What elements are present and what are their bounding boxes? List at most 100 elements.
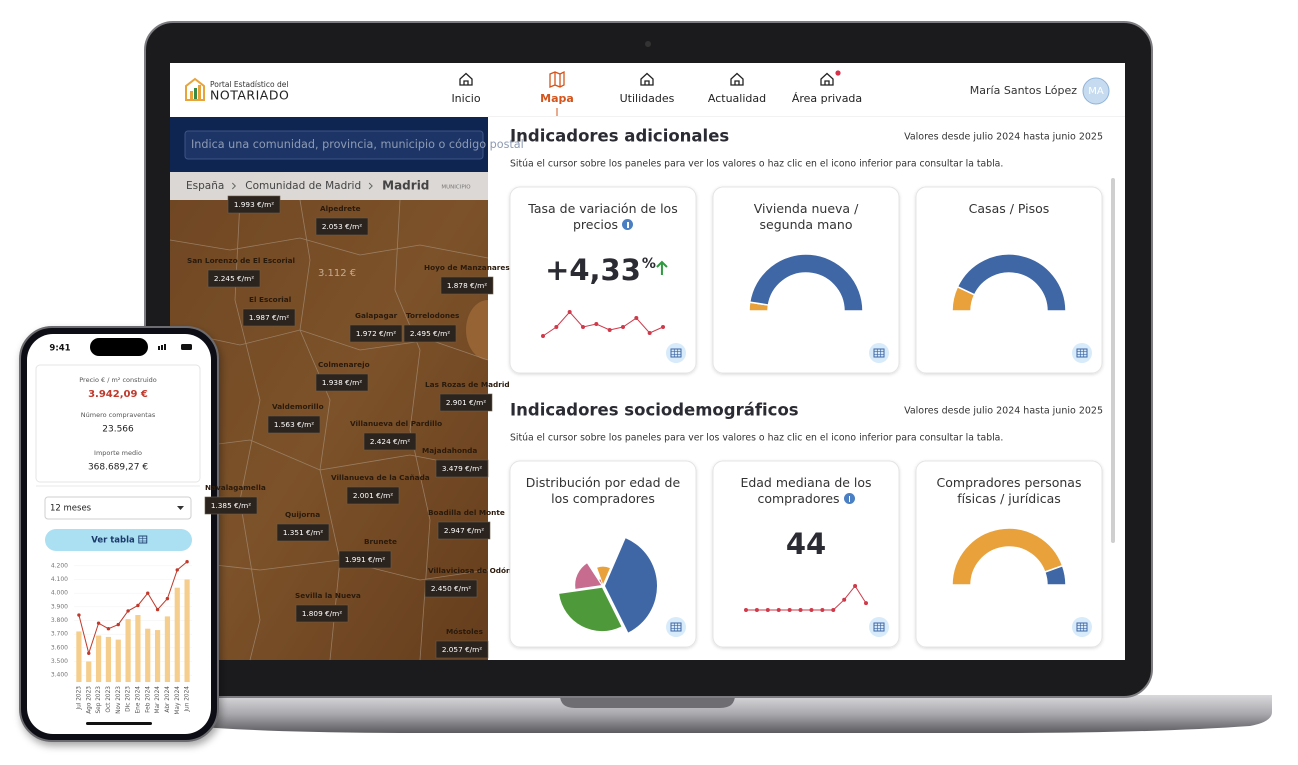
scrollbar[interactable] [1111, 178, 1115, 543]
nav-link[interactable]: Inicio [451, 92, 480, 105]
table-icon-grid [1077, 349, 1087, 357]
sparkline-point [776, 608, 781, 612]
select-arrow [177, 506, 184, 510]
table-icon-button[interactable] [869, 343, 889, 363]
municipality-name: Villaviciosa de Odón [428, 566, 511, 575]
sparkline-point [765, 608, 770, 612]
line-point [96, 621, 101, 625]
price-box[interactable] [207, 269, 261, 288]
trend-arrow [656, 260, 668, 275]
price-box[interactable] [424, 579, 478, 598]
municipality-name: Torrelodones [406, 311, 459, 320]
price-box[interactable] [440, 276, 494, 295]
price-box[interactable] [338, 550, 392, 569]
y-tick-label: 3.600 [51, 644, 68, 651]
rose-segment [575, 563, 602, 589]
select-text: 12 meses [50, 504, 92, 514]
y-tick-label: 4.100 [51, 576, 68, 583]
search-input[interactable] [184, 130, 484, 160]
price-label: 2.245 €/m² [214, 274, 254, 283]
nav-link[interactable]: Mapa [540, 92, 574, 105]
sparkline-point [661, 325, 665, 329]
sparkline [542, 311, 664, 337]
table-icon-button[interactable] [1072, 343, 1092, 363]
indicator-card[interactable] [915, 186, 1103, 374]
bar [174, 587, 180, 682]
price-box[interactable] [267, 415, 321, 434]
nav-link[interactable]: Área privada [792, 92, 862, 105]
sparkline-point [634, 316, 639, 320]
notification-dot [835, 70, 841, 76]
breadcrumb-item[interactable]: Comunidad de Madrid [245, 180, 361, 192]
price-box[interactable] [439, 393, 493, 412]
kpi-value: 44 [786, 527, 826, 561]
price-box[interactable] [315, 373, 369, 392]
x-tick-label: Nov 2023 [116, 686, 122, 714]
table-icon-button[interactable] [666, 617, 686, 637]
card-title-text: Casas / Pisos [968, 201, 1050, 216]
info-icon[interactable] [843, 493, 855, 504]
table-icon [1076, 622, 1088, 632]
price-box[interactable] [349, 324, 403, 343]
price-label: 2.001 €/m² [353, 491, 393, 500]
price-box[interactable] [227, 195, 281, 214]
sparkline-point [594, 322, 599, 326]
price-box[interactable] [435, 640, 489, 659]
price-label: 1.991 €/m² [345, 555, 385, 564]
line-point [146, 591, 150, 595]
period-select[interactable] [44, 496, 192, 520]
price-box[interactable] [346, 486, 400, 505]
logo-big: NOTARIADO [210, 88, 289, 103]
section-hint: Sitúa el cursor sobre los paneles para v… [510, 159, 1003, 170]
sparkline-point [581, 325, 585, 329]
price-box[interactable] [204, 496, 258, 515]
indicator-card[interactable] [712, 460, 900, 648]
x-tick-label: Sep 2023 [96, 686, 102, 714]
x-tick-label: Oct 2023 [106, 686, 112, 713]
breadcrumb-item[interactable]: España [186, 180, 224, 192]
indicator-card[interactable] [712, 186, 900, 374]
y-tick-label: 3.500 [51, 658, 68, 665]
nav-link[interactable]: Actualidad [708, 92, 766, 105]
donut-segment [951, 527, 1064, 586]
price-label: 1.809 €/m² [302, 609, 342, 618]
price-box[interactable] [276, 523, 330, 542]
border [169, 329, 489, 361]
card-title-text: Tasa de variación de los precios [528, 201, 678, 232]
info-icon[interactable] [622, 219, 633, 230]
table-icon-grid [874, 623, 884, 631]
avatar[interactable] [1082, 77, 1110, 105]
price-box[interactable] [315, 217, 369, 236]
price-box[interactable] [435, 459, 489, 478]
table-icon-button[interactable] [666, 343, 686, 363]
stat-value: 3.942,09 € [88, 389, 148, 400]
price-box[interactable] [295, 604, 349, 623]
municipality-name: Las Rozas de Madrid [425, 380, 510, 389]
card-title: Distribución por edad de los compradores [510, 475, 696, 507]
rose-segment [604, 538, 657, 633]
price-label: 1.972 €/m² [356, 329, 396, 338]
sparkline-point [798, 608, 803, 612]
price-box[interactable] [403, 324, 457, 343]
indicator-card[interactable] [915, 460, 1103, 648]
price-box[interactable] [363, 432, 417, 451]
price-label: 2.053 €/m² [322, 222, 362, 231]
stat-value: 368.689,27 € [88, 463, 148, 473]
nav-link[interactable]: Utilidades [620, 92, 675, 105]
logo-bar [194, 88, 197, 99]
home-indicator [86, 722, 152, 725]
table-icon-button[interactable] [869, 617, 889, 637]
table-button[interactable] [45, 529, 192, 551]
logo-bar [198, 85, 201, 99]
line-point [155, 607, 160, 612]
sparkline-point [853, 584, 858, 588]
card-title-inner: Compradores personas físicas / jurídicas [929, 475, 1089, 507]
municipality-name: Alpedrete [320, 204, 361, 213]
bar [135, 615, 141, 682]
x-tick-label: Jul 2023 [76, 686, 82, 711]
table-icon-button[interactable] [1072, 617, 1092, 637]
price-box[interactable] [437, 521, 491, 540]
price-box[interactable] [242, 308, 296, 327]
sparkline-point [607, 328, 612, 332]
price-label: 2.057 €/m² [442, 645, 482, 654]
